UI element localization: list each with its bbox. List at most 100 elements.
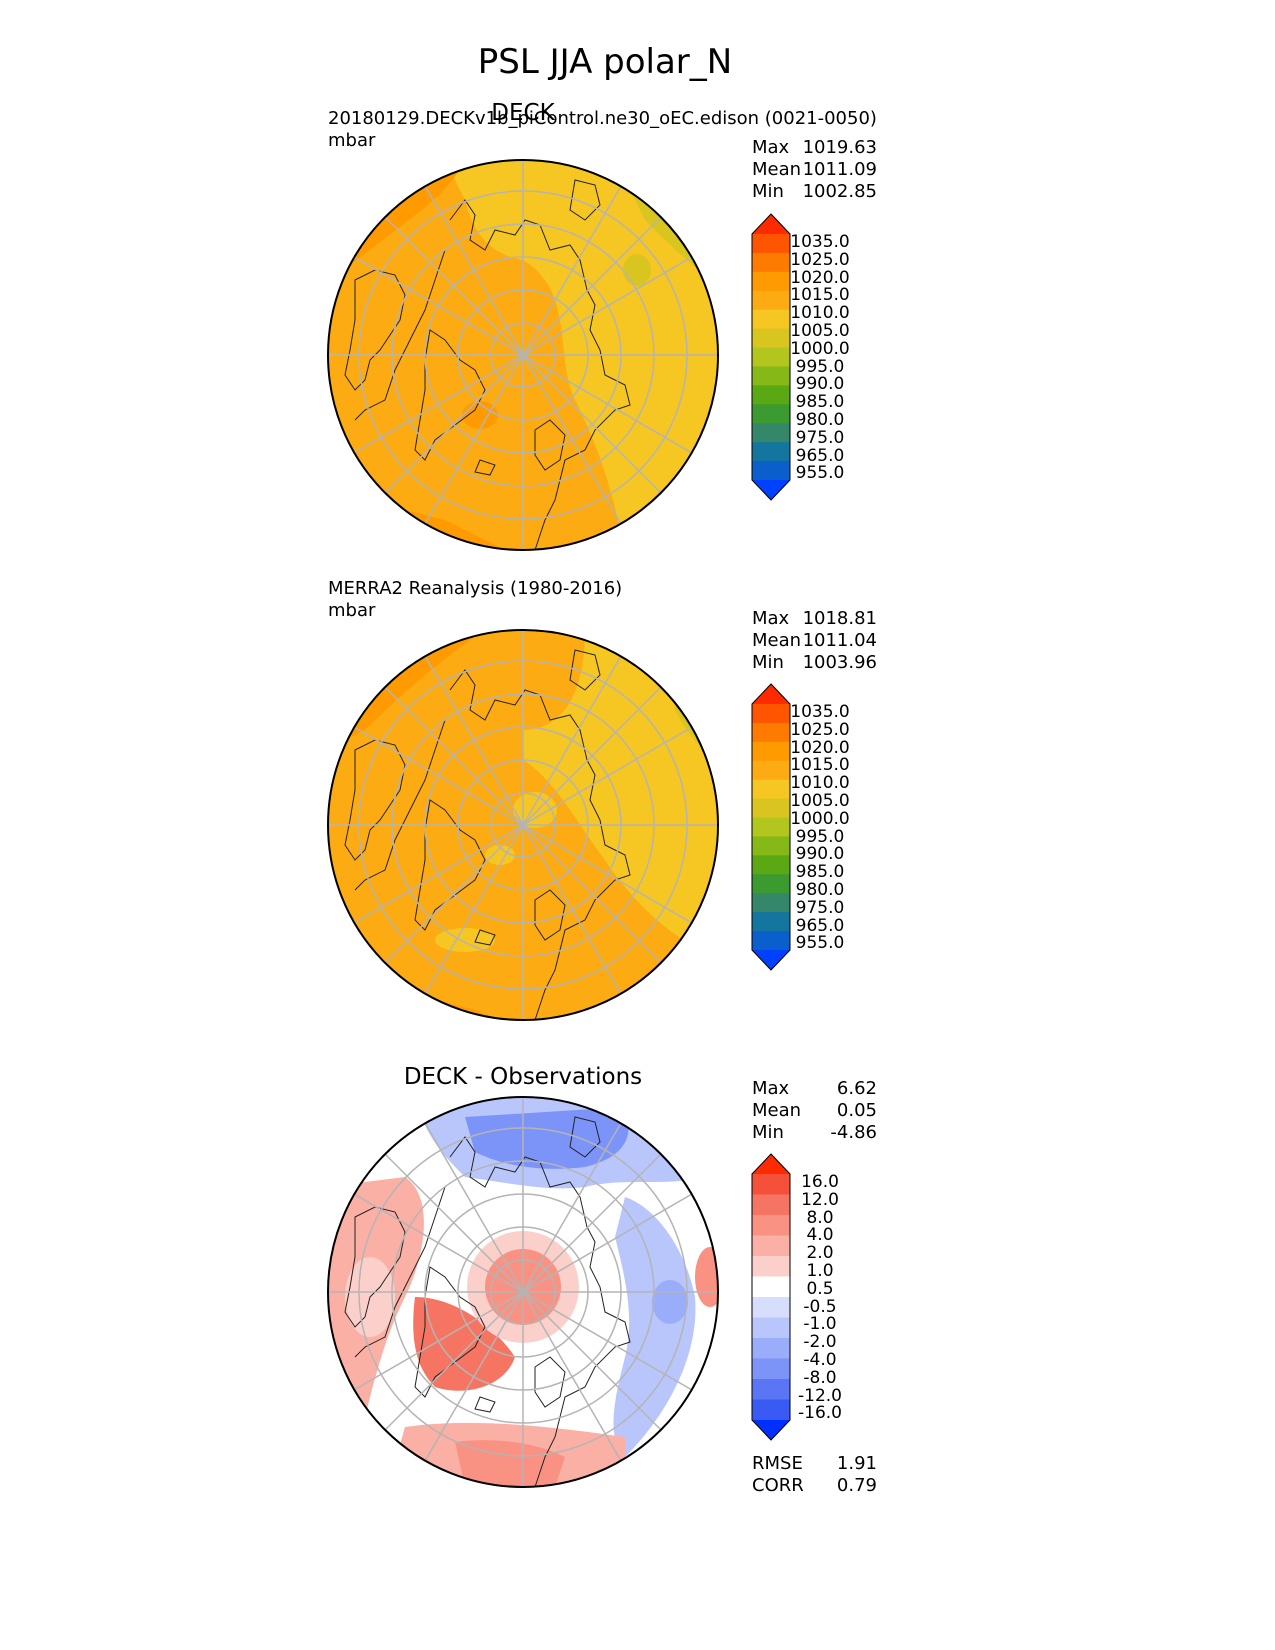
colorbar-swatch (752, 328, 790, 349)
rmse-label: RMSE (752, 1453, 803, 1474)
stat-mean-label: Mean (752, 630, 802, 651)
stat-mean-label: Mean (752, 1100, 802, 1121)
colorbar-extend-bottom (752, 1420, 790, 1440)
colorbar-swatch (752, 1276, 790, 1298)
panel-3-colorbar (751, 1153, 791, 1441)
colorbar-extend-top (752, 1154, 790, 1174)
panel-2-colorbar (751, 683, 791, 971)
graticule (328, 1097, 718, 1487)
colorbar-swatch (752, 385, 790, 405)
cb-label: -0.5 (803, 1296, 837, 1317)
colorbar-swatch (752, 798, 790, 819)
cb-label: 1010.0 (790, 773, 850, 794)
cb-label: 1035.0 (790, 232, 850, 252)
cb-label: 1005.0 (790, 790, 850, 811)
cb-label: 1000.0 (790, 338, 850, 359)
colorbar-outline (751, 1153, 791, 1441)
colorbar-extend-bottom (752, 480, 790, 500)
cb-label: 0.5 (806, 1278, 834, 1299)
stat-max-label: Max (752, 1078, 790, 1099)
colorbar-swatch (752, 1399, 790, 1421)
colorbar-swatch (752, 271, 790, 292)
stat-max-value: 1018.81 (802, 608, 877, 629)
colorbar-swatch (752, 1297, 790, 1318)
stat-min-label: Min (752, 1122, 784, 1143)
colorbar-swatch (752, 1174, 790, 1195)
cb-label: -12.0 (798, 1385, 842, 1406)
panel-2-colorbar-labels: 1035.0 1025.0 1020.0 1015.0 1010.0 1005.… (785, 702, 855, 954)
colorbar-outline (751, 213, 791, 501)
stat-min-value: 1003.96 (802, 652, 877, 673)
panel-1-colorbar-labels: 1035.0 1025.0 1020.0 1015.0 1010.0 1005.… (785, 232, 855, 484)
cb-label: 12.0 (801, 1189, 839, 1210)
stat-mean-value: 1011.04 (802, 630, 877, 651)
cb-label: 990.0 (795, 844, 845, 865)
panel-3-colorbar-labels: 16.0 12.0 8.0 4.0 2.0 1.0 0.5 -0.5 -1.0 … (785, 1173, 855, 1424)
graticule (328, 160, 718, 550)
panel-2-subtitle: MERRA2 Reanalysis (1980-2016) (328, 578, 623, 599)
stat-mean-value: 0.05 (836, 1100, 877, 1121)
stat-max-label: Max (752, 608, 790, 629)
cb-label: 955.0 (795, 933, 845, 954)
cb-label: -16.0 (798, 1403, 842, 1424)
cb-label: 975.0 (795, 427, 845, 448)
colorbar-swatch (752, 1235, 790, 1257)
colorbar-swatch (752, 779, 790, 800)
stat-min-label: Min (752, 652, 784, 673)
panel-1-units: mbar (328, 130, 376, 151)
stat-min-label: Min (752, 181, 784, 202)
colorbar-extend-top (752, 684, 790, 704)
panel-1-subtitle: 20180129.DECKv1b_piControl.ne30_oEC.edis… (328, 108, 877, 129)
panel-2-units: mbar (328, 600, 376, 621)
stat-min-value: 1002.85 (802, 181, 877, 202)
colorbar-swatch (752, 704, 790, 724)
colorbar-swatch (752, 836, 790, 856)
cb-label: 1010.0 (790, 303, 850, 324)
cb-label: 1005.0 (790, 320, 850, 341)
stat-mean-label: Mean (752, 159, 802, 180)
stat-max-value: 6.62 (836, 1078, 877, 1099)
stat-min-value: -4.86 (830, 1122, 877, 1143)
cb-label: 965.0 (795, 445, 845, 466)
cb-label: 1020.0 (790, 267, 850, 288)
colorbar-swatch (752, 1379, 790, 1400)
colorbar-swatch (752, 874, 790, 894)
colorbar-swatch (752, 760, 790, 781)
colorbar-swatch (752, 1338, 790, 1359)
cb-label: -2.0 (803, 1332, 837, 1353)
figure-title: PSL JJA polar_N (477, 42, 733, 82)
cb-label: 965.0 (795, 915, 845, 936)
cb-label: 1035.0 (790, 702, 850, 722)
panel-3-stats: Max 6.62 Mean 0.05 Min -4.86 (752, 1078, 877, 1144)
colorbar-swatch (752, 741, 790, 762)
cb-label: 1025.0 (790, 249, 850, 270)
colorbar-swatch (752, 442, 790, 462)
stat-max-label: Max (752, 137, 790, 158)
cb-label: -8.0 (803, 1367, 837, 1388)
panel-1-title: DECK (491, 100, 555, 126)
cb-label: 1015.0 (790, 285, 850, 306)
colorbar-swatch (752, 423, 790, 443)
panel-1-colorbar (751, 213, 791, 501)
panel-1-stats: Max 1019.63 Mean1011.09 Min 1002.85 (752, 137, 877, 203)
cb-label: 985.0 (795, 862, 845, 883)
panel-3-map (327, 1096, 719, 1488)
colorbar-swatch (752, 252, 790, 273)
stat-max-value: 1019.63 (802, 137, 877, 158)
cb-label: 1020.0 (790, 737, 850, 758)
colorbar-swatch (752, 234, 790, 254)
cb-label: 980.0 (795, 409, 845, 430)
colorbar-swatch (752, 722, 790, 743)
cb-label: 1.0 (806, 1260, 834, 1281)
cb-label: -1.0 (803, 1314, 837, 1335)
colorbar-swatch (752, 817, 790, 837)
panel-2-stats: Max 1018.81 Mean1011.04 Min 1003.96 (752, 608, 877, 674)
colorbar-swatch (752, 366, 790, 386)
colorbar-extend-bottom (752, 950, 790, 970)
cb-label: 955.0 (795, 463, 845, 484)
cb-label: 1025.0 (790, 719, 850, 740)
cb-label: 4.0 (806, 1225, 834, 1246)
colorbar-swatch (752, 347, 790, 367)
cb-label: 2.0 (806, 1243, 834, 1264)
colorbar-swatch (752, 404, 790, 424)
